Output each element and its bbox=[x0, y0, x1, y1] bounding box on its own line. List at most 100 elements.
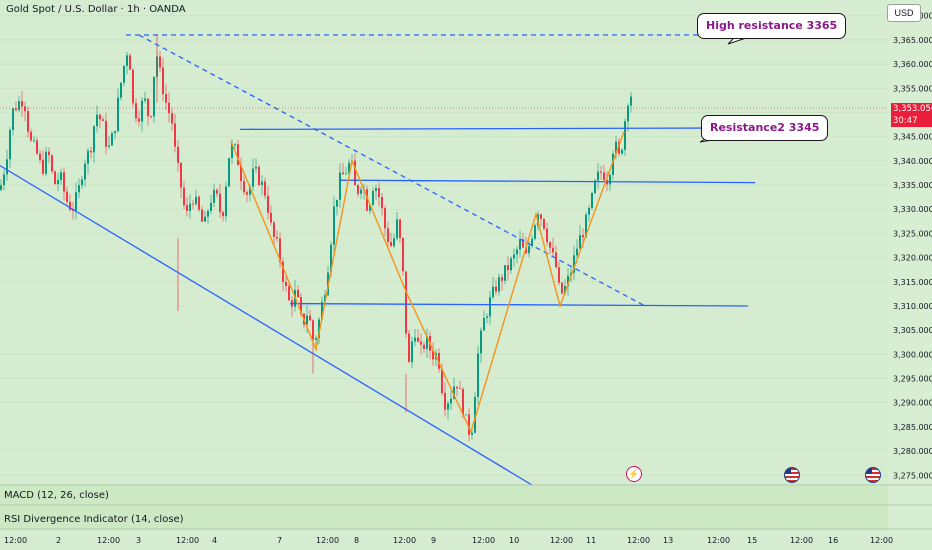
candle-body bbox=[54, 171, 56, 185]
candle-body bbox=[87, 150, 89, 164]
candle-body bbox=[597, 171, 599, 181]
support-trendline bbox=[339, 179, 756, 184]
price-tick-label: 3,315.000 bbox=[893, 278, 932, 287]
candle-body bbox=[474, 396, 476, 433]
candle-body bbox=[480, 330, 482, 354]
candle-body bbox=[417, 337, 419, 342]
symbol-title[interactable]: Gold Spot / U.S. Dollar · 1h · OANDA bbox=[6, 4, 186, 15]
price-tick-label: 3,285.000 bbox=[893, 423, 932, 432]
candle-body bbox=[516, 249, 518, 255]
candle-body bbox=[255, 166, 257, 169]
candle-body bbox=[318, 319, 320, 338]
us-flag-icon[interactable] bbox=[784, 467, 800, 483]
candle-body bbox=[3, 174, 5, 186]
candle-body bbox=[213, 189, 215, 203]
candle-body bbox=[522, 239, 524, 248]
candle-body bbox=[300, 297, 302, 314]
candle-body bbox=[72, 210, 74, 211]
rsi-pane-background bbox=[0, 505, 888, 529]
candle-body bbox=[477, 353, 479, 397]
zigzag-pattern bbox=[230, 131, 625, 434]
candle-body bbox=[45, 151, 47, 174]
high-resistance-callout[interactable]: High resistance 3365 bbox=[697, 13, 847, 39]
candle-body bbox=[369, 205, 371, 211]
candle-body bbox=[339, 172, 341, 200]
us-flag-icon[interactable] bbox=[865, 467, 881, 483]
resistance2-callout[interactable]: Resistance2 3345 bbox=[701, 115, 829, 141]
candle-body bbox=[285, 281, 287, 287]
candle-body bbox=[564, 286, 566, 294]
candle-body bbox=[342, 172, 344, 175]
candle-body bbox=[126, 55, 128, 66]
macd-pane-background bbox=[0, 486, 888, 505]
candle-body bbox=[399, 219, 401, 238]
candle-body bbox=[135, 103, 137, 119]
candle-body bbox=[165, 94, 167, 103]
time-axis: 12:00 2 12:00 3 12:00 4 7 12:00 8 12:00 9 12:00 10 12… bbox=[4, 536, 893, 545]
candle-body bbox=[252, 168, 254, 187]
candle-body bbox=[504, 265, 506, 281]
candle-body bbox=[261, 181, 263, 185]
price-tick-label: 3,360.000 bbox=[893, 60, 932, 69]
candle-body bbox=[228, 158, 230, 187]
candle-body bbox=[108, 145, 110, 147]
candle-body bbox=[333, 206, 335, 245]
candle-body bbox=[195, 196, 197, 205]
candle-body bbox=[129, 55, 131, 70]
candle-body bbox=[531, 238, 533, 246]
candle-body bbox=[123, 65, 125, 83]
time-tick-label: 16 bbox=[828, 536, 838, 545]
candle-body bbox=[447, 403, 449, 410]
candle-body bbox=[594, 180, 596, 194]
candle-body bbox=[411, 341, 413, 363]
price-tick-label: 3,290.000 bbox=[893, 399, 932, 408]
support-trendline bbox=[289, 302, 749, 307]
currency-selector[interactable]: USD bbox=[887, 4, 921, 22]
candle-body bbox=[93, 126, 95, 153]
candle-body bbox=[405, 271, 407, 334]
candle-body bbox=[486, 316, 488, 318]
candle-body bbox=[600, 171, 602, 173]
candle-body bbox=[366, 189, 368, 211]
candle-body bbox=[453, 386, 455, 399]
candle-body bbox=[426, 335, 428, 349]
candle-body bbox=[186, 205, 188, 211]
candle-body bbox=[402, 237, 404, 272]
price-tick-label: 3,330.000 bbox=[893, 205, 932, 214]
candle-body bbox=[615, 141, 617, 154]
candle-body bbox=[111, 133, 113, 146]
candle-body bbox=[237, 144, 239, 166]
time-tick-label: 12:00 bbox=[472, 536, 495, 545]
candle-body bbox=[114, 131, 116, 134]
price-tick-label: 3,295.000 bbox=[893, 375, 932, 384]
candle-body bbox=[543, 218, 545, 229]
candle-body bbox=[471, 432, 473, 435]
price-tick-label: 3,310.000 bbox=[893, 302, 932, 311]
candle-body bbox=[567, 275, 569, 287]
candle-body bbox=[624, 121, 626, 150]
time-tick-label: 12:00 bbox=[627, 536, 650, 545]
candle-body bbox=[525, 247, 527, 254]
candles bbox=[0, 35, 632, 442]
candle-body bbox=[267, 195, 269, 213]
candle-body bbox=[579, 235, 581, 249]
time-tick-label: 12:00 bbox=[316, 536, 339, 545]
time-tick-label: 12:00 bbox=[870, 536, 893, 545]
macd-label[interactable]: MACD (12, 26, close) bbox=[4, 490, 109, 501]
candle-body bbox=[546, 228, 548, 243]
candle-body bbox=[528, 245, 530, 254]
time-tick-label: 7 bbox=[277, 536, 282, 545]
candle-body bbox=[540, 214, 542, 219]
candle-body bbox=[225, 186, 227, 217]
candle-body bbox=[270, 212, 272, 223]
candle-body bbox=[513, 254, 515, 259]
candle-body bbox=[582, 235, 584, 238]
candle-body bbox=[219, 193, 221, 213]
candle-body bbox=[48, 151, 50, 156]
candle-body bbox=[312, 320, 314, 340]
candle-body bbox=[396, 219, 398, 239]
rsi-label[interactable]: RSI Divergence Indicator (14, close) bbox=[4, 514, 184, 525]
flash-icon[interactable]: ⚡ bbox=[626, 466, 642, 482]
candle-body bbox=[588, 208, 590, 215]
